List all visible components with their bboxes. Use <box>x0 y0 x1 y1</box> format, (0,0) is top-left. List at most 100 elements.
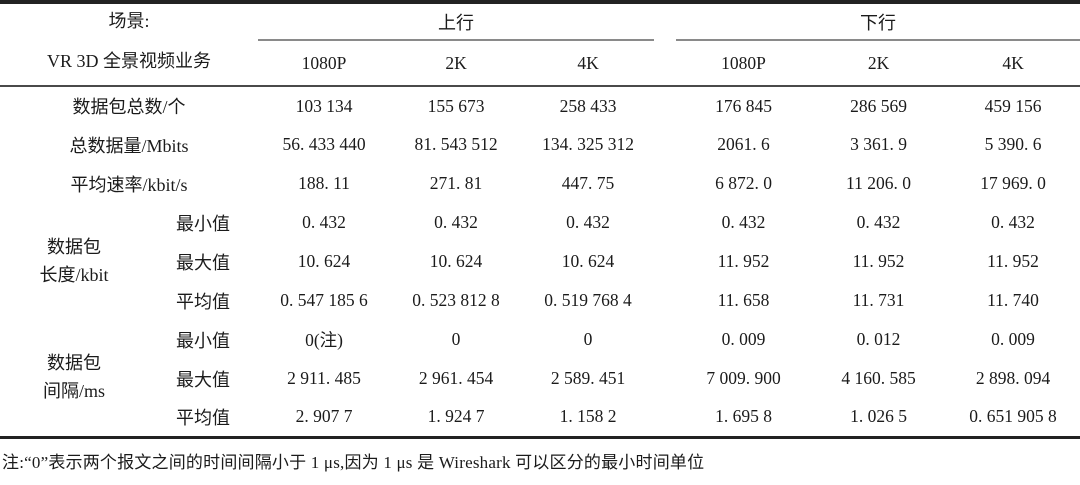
data-cell: 11. 658 <box>717 290 770 310</box>
data-cell: 0. 009 <box>721 329 766 349</box>
table-row: 平均速率/kbit/s 188. 11 271. 81 447. 75 6 872. 0… <box>0 164 1080 203</box>
table-row: 最大值 10. 624 10. 624 10. 624 11. 952 11. 952 11… <box>0 242 1080 281</box>
column-gap <box>654 281 676 320</box>
table-row: 数据包 长度/kbit 最小值 0. 432 0. 432 0. 432 0. 432 0. … <box>0 203 1080 285</box>
table-row: 数据包 间隔/ms 最小值 0(注) 0 0 0. 009 0. 012 0. 009 <box>0 320 1080 401</box>
resolution-header-up-1080p: 1080P <box>258 40 391 87</box>
resolution-header-up-4k: 4K <box>522 40 655 87</box>
resolution-header-down-2k: 2K <box>811 40 947 87</box>
table-header: 场景: VR 3D 全景视频业务 上行 下行 1080P 2K 4K 1080P… <box>0 2 1080 87</box>
row-sub-label: 平均值 <box>176 407 230 428</box>
data-cell: 6 872. 0 <box>715 173 772 193</box>
data-cell: 0. 432 <box>302 212 346 232</box>
row-label: 数据包总数/个 <box>72 97 186 117</box>
data-cell: 155 673 <box>427 95 485 116</box>
resolution-header-up-2k: 2K <box>390 40 523 87</box>
data-cell: 11. 952 <box>852 251 905 271</box>
table-row: 数据包总数/个 103 134 155 673 258 433 176 845 286 5… <box>0 86 1080 125</box>
data-cell: 5 390. 6 <box>984 134 1042 154</box>
uplink-header: 上行 <box>258 2 655 41</box>
data-cell: 2 961. 454 <box>418 368 494 388</box>
table-row: 最大值 2 911. 485 2 961. 454 2 589. 451 7 009. … <box>0 359 1080 398</box>
data-cell: 56. 433 440 <box>282 134 366 154</box>
data-cell: 0. 519 768 4 <box>544 290 632 310</box>
data-cell: 0. 432 <box>856 212 901 232</box>
data-cell: 1. 158 2 <box>559 406 617 427</box>
data-cell: 3 361. 9 <box>850 134 907 154</box>
scenario-label-line1: 场景: <box>108 10 150 31</box>
data-cell: 0. 432 <box>721 212 766 232</box>
data-cell: 459 156 <box>984 95 1042 116</box>
data-cell: 81. 543 512 <box>414 134 498 154</box>
data-cell: 11. 952 <box>717 251 770 271</box>
data-cell: 0. 651 905 8 <box>969 406 1057 427</box>
row-label: 平均速率/kbit/s <box>70 174 188 195</box>
table-note: 注:“0”表示两个报文之间的时间间隔小于 1 μs,因为 1 μs 是 Wire… <box>2 452 705 472</box>
row-sub-label: 平均值 <box>176 291 230 312</box>
data-cell: 271. 81 <box>429 173 483 193</box>
row-sub-label: 最大值 <box>176 369 230 390</box>
data-cell: 1. 695 8 <box>715 406 772 427</box>
row-sub-label: 最小值 <box>176 213 230 234</box>
table-body: 数据包总数/个 103 134 155 673 258 433 176 845 286 5… <box>0 86 1080 437</box>
data-cell: 2 589. 451 <box>550 368 626 388</box>
resolution-header-down-1080p: 1080P <box>676 40 812 87</box>
data-cell: 0. 432 <box>566 212 610 232</box>
data-cell: 2061. 6 <box>717 134 770 154</box>
data-cell: 134. 325 312 <box>542 134 634 154</box>
data-cell: 11. 952 <box>987 251 1039 271</box>
resolution-header-down-4k: 4K <box>946 40 1080 87</box>
data-cell: 2. 907 7 <box>295 406 353 427</box>
data-cell: 0. 523 812 8 <box>412 290 500 310</box>
data-cell: 103 134 <box>295 95 353 116</box>
data-cell: 0. 432 <box>991 212 1035 232</box>
data-cell: 447. 75 <box>561 173 615 193</box>
row-group-label: 数据包 长度/kbit <box>39 236 109 285</box>
data-cell: 0. 547 185 6 <box>280 290 368 310</box>
data-cell: 11. 731 <box>852 290 905 310</box>
data-cell: 188. 11 <box>298 173 350 193</box>
data-cell: 10. 624 <box>429 251 483 271</box>
column-gap <box>654 86 676 125</box>
downlink-header: 下行 <box>676 2 1080 41</box>
column-gap <box>654 398 676 437</box>
row-label: 总数据量/Mbits <box>69 135 189 156</box>
header-row-direction: 场景: VR 3D 全景视频业务 上行 下行 <box>0 2 1080 87</box>
row-sub-label: 最小值 <box>176 330 230 351</box>
data-cell: 0(注) <box>305 330 343 350</box>
data-cell: 7 009. 900 <box>706 368 781 388</box>
column-gap <box>654 125 676 164</box>
table-row: 平均值 0. 547 185 6 0. 523 812 8 0. 519 768 4 1… <box>0 281 1080 320</box>
column-gap <box>654 40 677 87</box>
data-cell: 11. 740 <box>987 290 1039 310</box>
data-cell: 0. 432 <box>434 212 478 232</box>
data-cell: 1. 924 7 <box>427 406 485 427</box>
data-cell: 0. 009 <box>991 329 1035 349</box>
data-cell: 10. 624 <box>297 251 351 271</box>
table-row: 平均值 2. 907 7 1. 924 7 1. 158 2 1. 695 8 1. 02… <box>0 398 1080 437</box>
row-sub-label: 最大值 <box>176 252 230 273</box>
column-gap <box>654 164 676 203</box>
data-cell: 4 160. 585 <box>841 368 916 388</box>
data-cell: 0 <box>451 329 461 349</box>
vr-traffic-table: 场景: VR 3D 全景视频业务 上行 下行 1080P 2K 4K 1080P… <box>0 0 1080 439</box>
column-gap <box>654 242 676 281</box>
row-group-label: 数据包 间隔/ms <box>42 352 105 401</box>
column-gap <box>654 359 676 398</box>
data-cell: 258 433 <box>559 95 617 116</box>
data-cell: 176 845 <box>715 95 772 116</box>
data-cell: 2 911. 485 <box>287 368 361 388</box>
data-cell: 11 206. 0 <box>846 173 911 193</box>
data-cell: 0 <box>583 329 593 349</box>
data-cell: 286 569 <box>850 95 907 116</box>
scenario-header-cell: 场景: VR 3D 全景视频业务 <box>0 2 259 87</box>
data-cell: 10. 624 <box>561 251 615 271</box>
header-row-resolution: 1080P 2K 4K 1080P 2K 4K <box>0 40 1080 87</box>
data-cell: 2 898. 094 <box>975 368 1051 388</box>
scenario-label-line2: VR 3D 全景视频业务 <box>47 50 212 71</box>
column-gap <box>654 2 676 40</box>
table-row: 总数据量/Mbits 56. 433 440 81. 543 512 134. 325… <box>0 125 1080 164</box>
column-gap <box>654 203 676 242</box>
data-cell: 0. 012 <box>856 329 901 349</box>
